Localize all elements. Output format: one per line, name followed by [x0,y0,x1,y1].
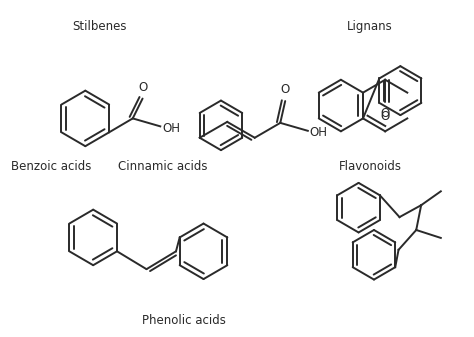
Text: OH: OH [162,122,180,135]
Text: Lignans: Lignans [347,20,393,33]
Text: O: O [138,81,147,94]
Text: Phenolic acids: Phenolic acids [142,314,226,327]
Text: Benzoic acids: Benzoic acids [11,160,91,173]
Text: Stilbenes: Stilbenes [73,20,127,33]
Text: O: O [281,83,290,96]
Text: Cinnamic acids: Cinnamic acids [118,160,208,173]
Text: OH: OH [310,126,328,139]
Text: O: O [381,106,390,120]
Text: O: O [381,111,390,123]
Text: Flavonoids: Flavonoids [338,160,401,173]
